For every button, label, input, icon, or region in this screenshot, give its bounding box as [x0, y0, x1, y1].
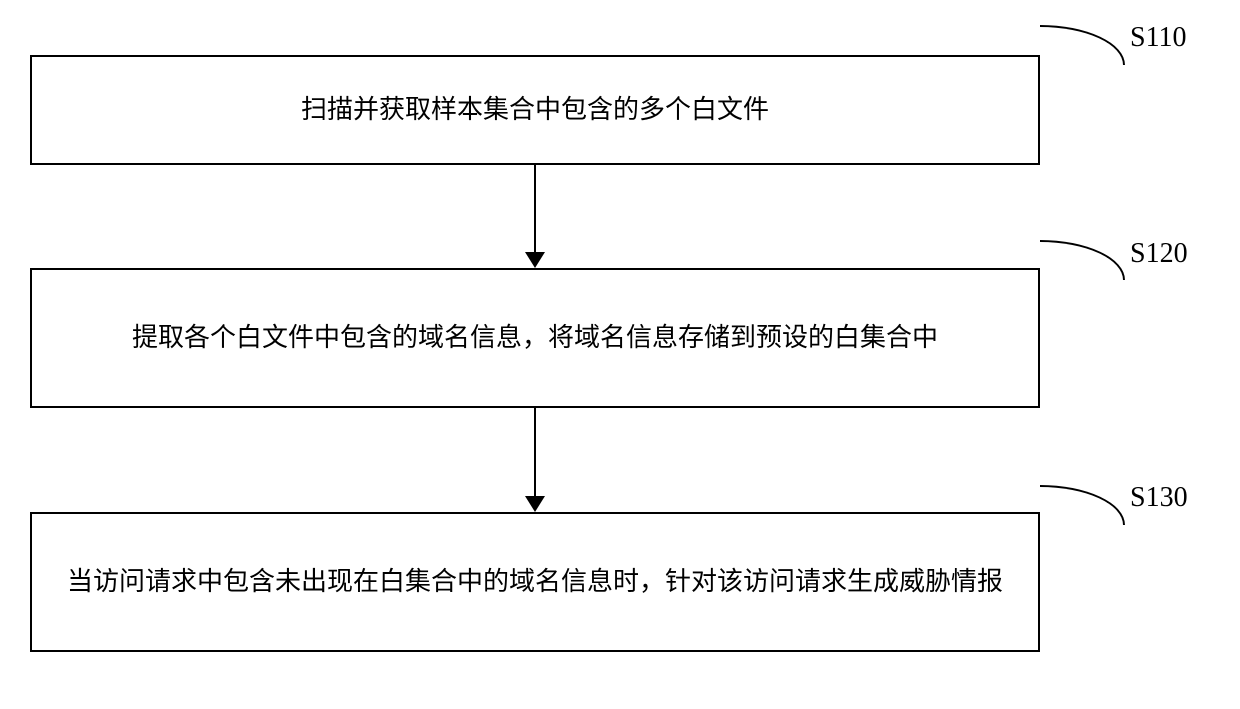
step-label-s120: S120: [1130, 238, 1188, 270]
flowchart-node-s120: 提取各个白文件中包含的域名信息，将域名信息存储到预设的白集合中: [30, 268, 1040, 408]
arrow-line-1: [534, 165, 536, 252]
node-text: 提取各个白文件中包含的域名信息，将域名信息存储到预设的白集合中: [132, 315, 938, 362]
flowchart-container: 扫描并获取样本集合中包含的多个白文件 S110 提取各个白文件中包含的域名信息，…: [0, 0, 1240, 709]
label-connector-s120: [1040, 240, 1125, 280]
label-connector-s130: [1040, 485, 1125, 525]
flowchart-node-s110: 扫描并获取样本集合中包含的多个白文件: [30, 55, 1040, 165]
step-label-s110: S110: [1130, 22, 1187, 54]
arrow-line-2: [534, 408, 536, 496]
arrow-head-1: [525, 252, 545, 268]
flowchart-node-s130: 当访问请求中包含未出现在白集合中的域名信息时，针对该访问请求生成威胁情报: [30, 512, 1040, 652]
label-connector-s110: [1040, 25, 1125, 65]
node-text: 当访问请求中包含未出现在白集合中的域名信息时，针对该访问请求生成威胁情报: [67, 559, 1003, 606]
node-text: 扫描并获取样本集合中包含的多个白文件: [301, 87, 769, 134]
arrow-head-2: [525, 496, 545, 512]
step-label-s130: S130: [1130, 482, 1188, 514]
